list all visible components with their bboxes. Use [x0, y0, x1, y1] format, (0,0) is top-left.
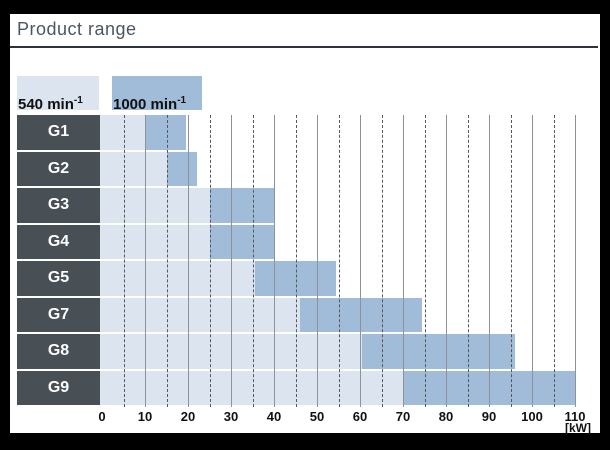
x-tick-label-20: 20: [180, 409, 196, 424]
gridline-minor-85: [467, 115, 469, 407]
bar-540-g4: [100, 224, 210, 259]
gridline-minor-75: [424, 115, 426, 407]
gridline-minor-15: [166, 115, 168, 407]
gridline-minor-35: [252, 115, 254, 407]
x-tick-label-90: 90: [481, 409, 497, 424]
chart-row-g4: G4: [10, 224, 600, 259]
bar-1000-g2: [166, 151, 197, 186]
gridline-minor-45: [295, 115, 297, 407]
bar-1000-g3: [209, 188, 274, 223]
x-tick-label-80: 80: [438, 409, 454, 424]
gridline-major-70: [403, 115, 404, 407]
legend-item-1000: 1000 min-1: [112, 76, 202, 113]
gridline-major-110: [575, 115, 576, 407]
x-tick-label-50: 50: [309, 409, 325, 424]
bar-540-g3: [100, 188, 210, 223]
chart-row-g1: G1: [10, 115, 600, 150]
gridline-major-10: [145, 115, 146, 407]
bar-1000-g8: [362, 334, 515, 369]
gridline-major-100: [532, 115, 533, 407]
row-label-g2: G2: [17, 151, 100, 186]
row-label-g4: G4: [17, 224, 100, 259]
chart-row-g8: G8: [10, 334, 600, 369]
gridline-major-90: [489, 115, 490, 407]
x-tick-label-10: 10: [137, 409, 153, 424]
gridline-major-80: [446, 115, 447, 407]
x-tick-label-60: 60: [352, 409, 368, 424]
gridline-major-30: [231, 115, 232, 407]
row-label-g5: G5: [17, 261, 100, 296]
bar-540-g9: [100, 370, 403, 405]
x-tick-label-100: 100: [521, 409, 543, 424]
title-underline: [10, 46, 598, 48]
x-tick-label-110: 110: [564, 409, 586, 424]
gridline-minor-55: [338, 115, 340, 407]
gridline-minor-95: [510, 115, 512, 407]
bar-1000-g4: [209, 224, 274, 259]
row-label-g9: G9: [17, 370, 100, 405]
chart-row-g7: G7: [10, 297, 600, 332]
x-axis-unit-label: [kW]: [565, 421, 591, 435]
gridline-major-20: [188, 115, 189, 407]
row-label-g8: G8: [17, 334, 100, 369]
legend-swatch-540: [17, 76, 99, 110]
legend-label-540: 540 min-1: [18, 95, 83, 113]
x-tick-label-0: 0: [98, 409, 106, 424]
bar-1000-g1: [145, 115, 186, 150]
gridline-minor-5: [123, 115, 125, 407]
row-label-g7: G7: [17, 297, 100, 332]
gridline-minor-105: [553, 115, 555, 407]
bar-1000-g7: [299, 297, 423, 332]
bar-540-g5: [100, 261, 255, 296]
row-label-g3: G3: [17, 188, 100, 223]
range-chart: G1 G2 G3 G4 G5 G7 G8 G9: [10, 115, 600, 407]
gridline-major-40: [274, 115, 275, 407]
bar-540-g1: [100, 115, 145, 150]
chart-row-g3: G3: [10, 188, 600, 223]
x-tick-label-40: 40: [266, 409, 282, 424]
chart-row-g9: G9: [10, 370, 600, 405]
bar-1000-g5: [254, 261, 337, 296]
chart-row-g2: G2: [10, 151, 600, 186]
gridline-minor-25: [209, 115, 211, 407]
row-label-g1: G1: [17, 115, 100, 150]
x-tick-label-70: 70: [395, 409, 411, 424]
gridline-major-50: [317, 115, 318, 407]
content-panel: Product range 540 min-1 1000 min-1 G1 G2 G…: [10, 14, 600, 435]
legend-item-540: 540 min-1: [17, 76, 99, 113]
legend-swatch-1000: [112, 76, 202, 110]
bar-540-g7: [100, 297, 300, 332]
gridline-major-60: [360, 115, 361, 407]
chart-row-g5: G5: [10, 261, 600, 296]
bar-540-g2: [100, 151, 167, 186]
legend-label-1000: 1000 min-1: [113, 95, 187, 113]
page-title: Product range: [17, 19, 137, 39]
gridline-minor-65: [381, 115, 383, 407]
x-tick-label-30: 30: [223, 409, 239, 424]
